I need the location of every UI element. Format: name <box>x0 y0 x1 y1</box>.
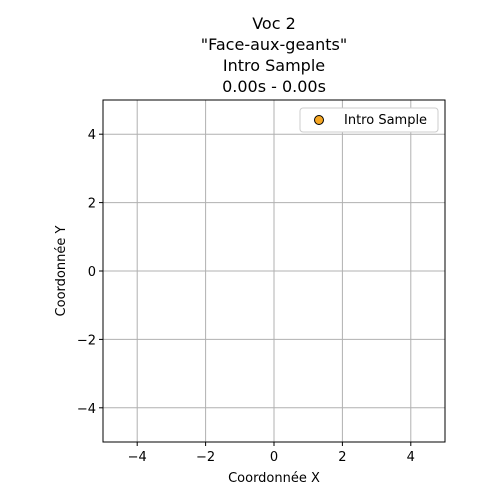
x-tick-label: 0 <box>270 450 278 465</box>
x-axis-label: Coordonnée X <box>228 471 320 486</box>
x-axis-ticks: −4 −2 0 2 4 <box>128 442 415 465</box>
y-tick-label: 4 <box>88 128 96 143</box>
legend-label: Intro Sample <box>344 113 427 128</box>
legend[interactable]: Intro Sample <box>299 107 439 133</box>
chart-title: Voc 2 "Face-aux-geants" Intro Sample 0.0… <box>201 14 347 96</box>
grid <box>103 100 445 442</box>
title-line-3: Intro Sample <box>223 56 325 75</box>
x-tick-label: −4 <box>128 450 147 465</box>
legend-box <box>299 107 439 133</box>
x-tick-label: 2 <box>338 450 346 465</box>
title-line-4: 0.00s - 0.00s <box>222 77 326 96</box>
title-line-1: Voc 2 <box>252 14 296 33</box>
title-line-2: "Face-aux-geants" <box>201 35 347 54</box>
y-tick-label: 2 <box>88 197 96 212</box>
y-tick-label: −2 <box>77 333 96 348</box>
y-tick-label: 0 <box>88 265 96 280</box>
y-axis-ticks: −4 −2 0 2 4 <box>77 128 103 417</box>
x-tick-label: 4 <box>407 450 415 465</box>
y-tick-label: −4 <box>77 402 96 417</box>
x-tick-label: −2 <box>196 450 215 465</box>
legend-marker-icon <box>314 115 324 125</box>
y-axis-label: Coordonnée Y <box>54 226 69 317</box>
